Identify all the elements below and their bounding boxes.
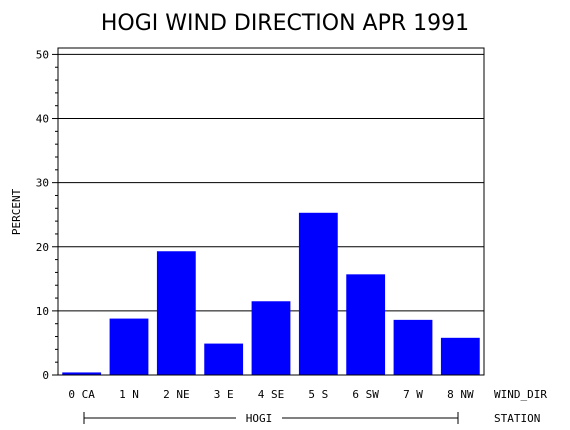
- bar: [393, 319, 433, 375]
- x-tick-label: 0 CA: [68, 388, 95, 401]
- y-tick-label: 40: [36, 113, 49, 126]
- station-group-axis: HOGI: [83, 412, 459, 425]
- gridlines: [58, 53, 484, 312]
- x-axis-label: WIND_DIR: [494, 388, 547, 401]
- bar: [62, 372, 102, 375]
- plot-frame: [57, 47, 485, 376]
- y-tick-label: 10: [36, 305, 49, 318]
- bars: [62, 212, 480, 375]
- bar: [440, 337, 480, 375]
- x-tick-label: 3 E: [214, 388, 234, 401]
- x-tick-label: 6 SW: [352, 388, 379, 401]
- chart-title: HOGI WIND DIRECTION APR 1991: [101, 11, 469, 36]
- bar: [109, 318, 149, 375]
- x-tick-label: 8 NW: [447, 388, 474, 401]
- y-tick-label: 30: [36, 177, 49, 190]
- group-label: HOGI: [246, 412, 273, 425]
- bar: [346, 274, 386, 375]
- y-tick-label: 0: [42, 369, 49, 382]
- y-tick-label: 20: [36, 241, 49, 254]
- station-axis-label: STATION: [494, 412, 540, 425]
- y-tick-label: 50: [36, 48, 49, 61]
- y-axis-ticks: 0 10 20 30 40 50: [36, 48, 58, 382]
- x-axis-tick-labels: 0 CA 1 N 2 NE 3 E 4 SE 5 S 6 SW 7 W 8 NW: [68, 388, 474, 401]
- x-tick-label: 4 SE: [258, 388, 285, 401]
- bar: [204, 343, 244, 375]
- bar: [156, 251, 196, 375]
- x-tick-label: 1 N: [119, 388, 139, 401]
- x-tick-label: 2 NE: [163, 388, 190, 401]
- bar: [298, 212, 338, 375]
- y-axis-label: PERCENT: [10, 188, 23, 235]
- x-tick-label: 5 S: [308, 388, 328, 401]
- bar: [251, 301, 291, 375]
- x-tick-label: 7 W: [403, 388, 423, 401]
